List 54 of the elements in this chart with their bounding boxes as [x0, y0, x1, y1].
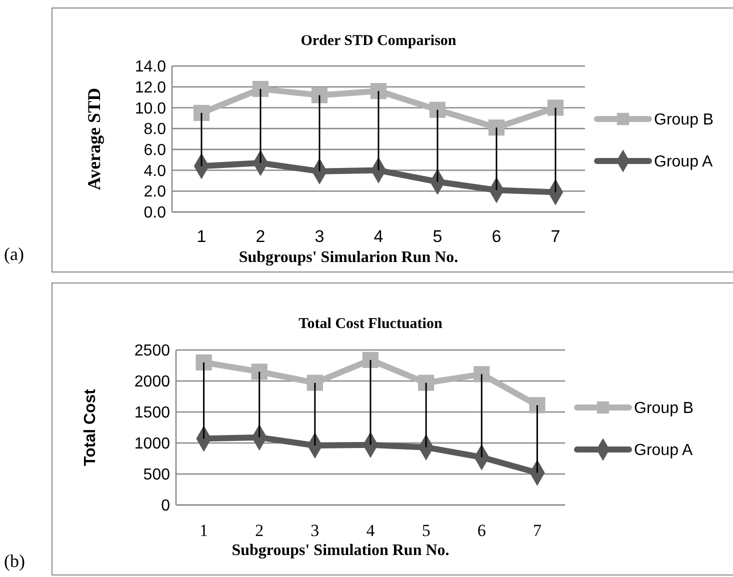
x-tick-label: 4	[366, 521, 376, 540]
y-tick-label: 1500	[134, 404, 170, 422]
y-tick-label: 0	[161, 498, 170, 515]
x-tick-label: 2	[255, 521, 264, 540]
point	[252, 80, 269, 98]
x-tick-label: 5	[432, 227, 442, 246]
y-tick-label: 500	[143, 466, 170, 484]
y-tick-label: 1000	[134, 436, 170, 453]
x-axis-title: Subgroups' Simularion Run No.	[238, 249, 458, 266]
y-tick-label: 2500	[134, 342, 170, 360]
point	[529, 397, 546, 414]
x-tick-label: 1	[196, 227, 206, 246]
point	[547, 100, 564, 116]
point	[193, 104, 210, 121]
chart-title: Order STD Comparison	[300, 33, 457, 49]
text: (b)	[4, 551, 25, 571]
point	[362, 352, 379, 368]
y-tick-label: 6.0	[144, 142, 166, 160]
x-tick-label: 7	[550, 227, 560, 246]
point	[488, 119, 505, 136]
x-tick-label: 6	[492, 227, 502, 246]
y-tick-label: 4.0	[144, 162, 166, 180]
y-tick-label: 8.0	[144, 121, 166, 138]
point	[251, 364, 268, 380]
y-tick-label: 14.0	[134, 58, 166, 76]
x-tick-label: 4	[374, 227, 384, 246]
x-tick-label: 6	[477, 521, 486, 540]
legend-label: Group A	[634, 442, 694, 460]
x-axis-title: Subgroups' Simulation Run No.	[232, 542, 450, 559]
point	[311, 87, 328, 104]
point	[370, 82, 387, 100]
legend-label: Group B	[634, 400, 694, 418]
legend-label: Group A	[654, 154, 714, 171]
y-axis-title: Average STD	[84, 88, 104, 190]
x-tick-label: 1	[200, 521, 208, 540]
point	[418, 374, 434, 391]
point	[306, 374, 323, 391]
x-tick-label: 5	[422, 521, 430, 540]
x-tick-label: 3	[314, 227, 324, 246]
x-tick-label: 7	[532, 521, 542, 540]
y-tick-label: 0.0	[144, 204, 166, 222]
y-tick-label: 10.0	[134, 100, 166, 118]
point	[474, 366, 490, 382]
y-tick-label: 2000	[134, 374, 170, 391]
y-tick-label: 2.0	[144, 184, 166, 201]
legend-label: Group B	[654, 112, 714, 129]
y-tick-label: 12.0	[134, 79, 166, 96]
y-axis-title: Total Cost	[82, 388, 99, 466]
text: (a)	[4, 244, 24, 264]
x-tick-label: 2	[256, 227, 266, 246]
point	[429, 102, 446, 118]
chart-title: Total Cost Fluctuation	[298, 316, 443, 332]
x-tick-label: 3	[310, 521, 320, 540]
point	[196, 354, 212, 370]
